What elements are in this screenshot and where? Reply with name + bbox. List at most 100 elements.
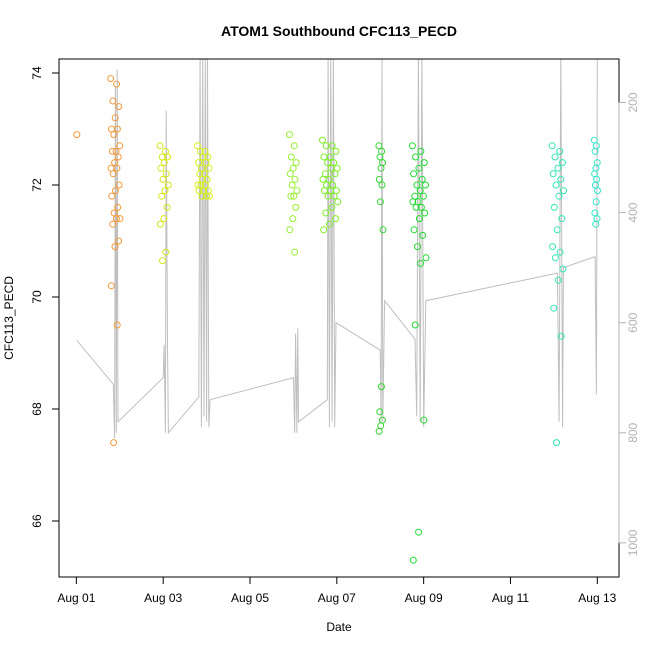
y-tick-label: 68: [30, 402, 44, 416]
data-point: [164, 153, 172, 161]
data-point: [421, 209, 429, 217]
data-point: [107, 282, 115, 290]
data-point: [327, 164, 335, 172]
data-point: [292, 159, 300, 167]
data-point: [114, 153, 122, 161]
data-point: [194, 142, 201, 150]
data-point: [408, 142, 416, 150]
data-point: [156, 142, 164, 150]
data-point: [416, 187, 424, 195]
data-point: [73, 131, 81, 139]
data-point: [324, 159, 332, 167]
data-point: [110, 439, 118, 447]
data-point: [332, 215, 339, 223]
data-point: [551, 254, 559, 262]
data-point: [379, 226, 387, 234]
data-point: [108, 125, 115, 133]
data-point: [378, 181, 386, 189]
data-point: [556, 248, 564, 256]
data-point: [409, 556, 417, 564]
data-point: [159, 175, 167, 183]
right-tick-label: 600: [626, 312, 640, 332]
data-point: [157, 164, 165, 172]
data-point: [411, 321, 419, 329]
data-point: [288, 181, 296, 189]
data-point: [558, 215, 566, 223]
data-point: [113, 164, 121, 172]
data-point: [324, 192, 332, 200]
data-point: [548, 142, 556, 150]
data-point: [415, 528, 423, 536]
x-tick-label: Aug 09: [405, 591, 443, 605]
data-point: [422, 254, 430, 262]
data-point: [159, 257, 166, 265]
data-point: [205, 192, 213, 200]
data-point: [412, 153, 420, 161]
data-point: [420, 416, 428, 424]
data-point: [113, 321, 121, 329]
data-point: [163, 203, 171, 211]
data-point: [112, 187, 119, 195]
data-point: [377, 164, 385, 172]
data-point: [293, 187, 301, 195]
data-point: [376, 153, 384, 161]
data-point: [375, 142, 383, 150]
data-point: [196, 170, 204, 178]
data-point: [375, 175, 383, 183]
data-point: [111, 114, 119, 122]
data-point: [289, 164, 297, 172]
pressure-trace-layer: [76, 59, 598, 439]
data-point: [331, 170, 339, 178]
data-point: [413, 181, 421, 189]
data-point: [559, 159, 566, 167]
data-point: [328, 203, 336, 211]
data-point: [322, 142, 330, 150]
data-point: [332, 147, 340, 155]
data-point: [320, 187, 328, 195]
data-point: [410, 170, 418, 178]
data-point: [291, 248, 299, 256]
data-point: [107, 75, 115, 83]
data-point: [202, 159, 210, 167]
data-point: [162, 170, 170, 178]
data-point: [415, 164, 423, 172]
data-point: [110, 131, 118, 139]
chart-title: ATOM1 Southbound CFC113_PECD: [221, 23, 457, 39]
y-axis-label: CFC113_PECD: [2, 276, 16, 360]
points-layer: [73, 75, 601, 564]
data-point: [287, 192, 295, 200]
data-point: [108, 147, 116, 155]
data-point: [557, 332, 565, 340]
data-point: [113, 80, 121, 88]
data-point: [162, 248, 170, 256]
data-point: [559, 265, 567, 273]
data-point: [549, 243, 557, 251]
data-point: [286, 131, 293, 139]
data-point: [196, 147, 204, 155]
right-tick-label: 400: [626, 202, 640, 222]
data-point: [417, 203, 425, 211]
plot-frame: [58, 58, 620, 578]
data-point: [160, 159, 168, 167]
data-point: [592, 220, 600, 228]
data-point: [560, 187, 568, 195]
data-point: [554, 164, 562, 172]
data-point: [376, 198, 384, 206]
right-tick-label: 800: [626, 422, 640, 442]
right-tick-label: 1000: [626, 529, 640, 556]
y-axis: 66 68 70 72 74: [30, 66, 60, 528]
data-point: [418, 175, 426, 183]
x-tick-label: Aug 03: [144, 591, 182, 605]
x-tick-label: Aug 07: [318, 591, 356, 605]
data-point: [290, 192, 298, 200]
data-point: [161, 187, 169, 195]
data-point: [553, 226, 561, 234]
data-point: [107, 164, 115, 172]
data-point: [322, 209, 330, 217]
data-point: [334, 198, 342, 206]
x-tick-label: Aug 13: [578, 591, 616, 605]
data-point: [553, 439, 560, 447]
data-point: [286, 170, 294, 178]
data-point: [113, 125, 121, 133]
data-point: [333, 164, 341, 172]
